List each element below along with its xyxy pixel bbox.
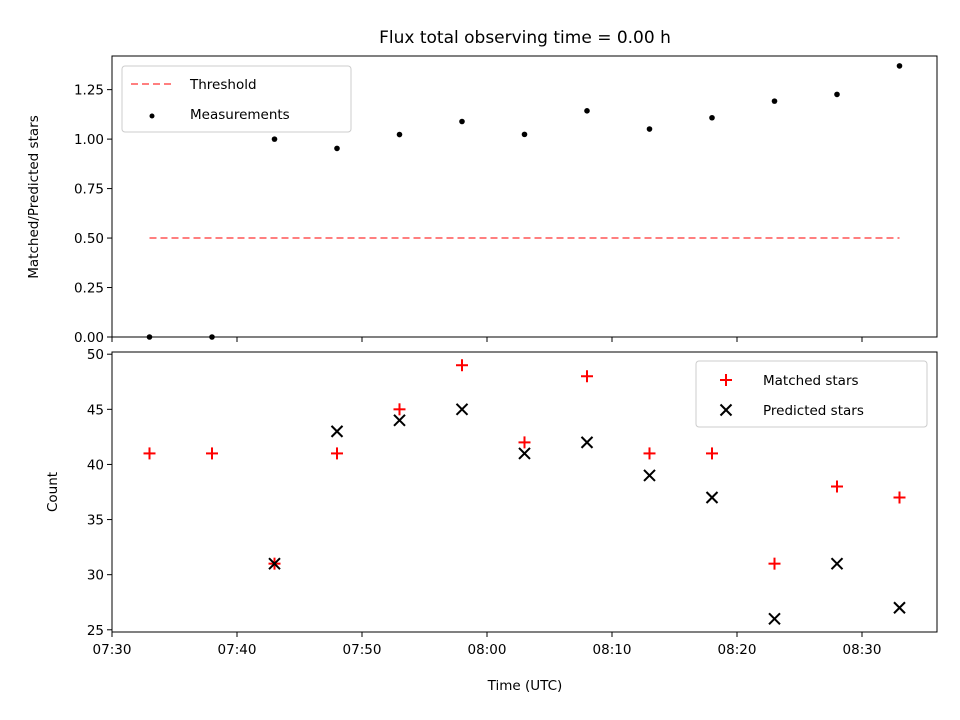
x-axis-label: Time (UTC) xyxy=(487,678,563,694)
legend-threshold-label: Threshold xyxy=(189,77,257,93)
predicted-star-point xyxy=(455,403,469,416)
predicted-star-point xyxy=(330,425,344,438)
top-y-axis-label: Matched/Predicted stars xyxy=(26,115,42,278)
bottom-y-tick-label: 40 xyxy=(87,457,104,473)
top-y-tick-label: 0.75 xyxy=(74,182,104,198)
bottom-y-tick-label: 30 xyxy=(87,568,104,584)
bottom-legend-box xyxy=(695,360,928,428)
chart-title: Flux total observing time = 0.00 h xyxy=(379,28,671,48)
bottom-x-tick-label: 07:50 xyxy=(343,642,382,658)
top-legend: Threshold Measurements xyxy=(121,65,352,133)
predicted-star-point-b xyxy=(768,612,781,625)
top-y-tick-label: 0.50 xyxy=(74,231,104,247)
bottom-y-tick-label: 45 xyxy=(87,402,104,418)
matched-star-point xyxy=(831,480,843,493)
bottom-axes-frame xyxy=(111,351,938,633)
measurement-point xyxy=(646,126,653,132)
top-y-tick-label: 1.25 xyxy=(74,83,104,99)
predicted-star-point-b xyxy=(330,425,344,438)
legend-measurements-label: Measurements xyxy=(190,107,290,123)
bottom-x-tick-label: 08:00 xyxy=(468,642,507,658)
legend-predicted-marker xyxy=(719,403,733,417)
measurement-point xyxy=(521,131,528,138)
bottom-x-tick-label: 07:40 xyxy=(218,642,257,658)
matched-star-point xyxy=(643,447,656,460)
bottom-x-tick-label: 08:30 xyxy=(843,642,882,658)
measurement-point xyxy=(396,131,403,138)
predicted-star-point xyxy=(268,557,281,570)
top-axes-content: 0.00 0.25 0.50 0.75 1.00 1.25 xyxy=(74,63,903,346)
matched-star-point xyxy=(706,447,718,460)
legend-matched-marker xyxy=(720,374,732,386)
bottom-y-axis-label: Count xyxy=(45,472,61,512)
predicted-star-point-b xyxy=(518,447,531,460)
matched-star-point xyxy=(456,359,468,372)
predicted-star-point xyxy=(518,447,531,460)
measurement-point xyxy=(459,118,465,125)
top-panel: Flux total observing time = 0.00 h Match… xyxy=(26,28,938,346)
legend-matched-label: Matched stars xyxy=(763,373,859,389)
bottom-y-tick-label: 35 xyxy=(87,513,104,529)
measurement-point xyxy=(896,63,903,69)
bottom-y-tick-label: 25 xyxy=(87,623,104,639)
predicted-star-point xyxy=(643,469,656,482)
predicted-star-point xyxy=(830,557,844,570)
bottom-x-tick-label: 08:10 xyxy=(593,642,632,658)
predicted-star-point-b xyxy=(580,436,594,449)
top-y-tick-label: 0.00 xyxy=(74,330,104,346)
top-y-tick-label: 0.25 xyxy=(74,281,104,297)
predicted-star-point-b xyxy=(455,403,469,416)
top-axes-frame xyxy=(111,55,938,338)
measurement-point xyxy=(709,114,715,121)
bottom-x-tick-label: 08:20 xyxy=(718,642,757,658)
legend-predicted-label: Predicted stars xyxy=(763,403,864,419)
legend-measurements-swatch xyxy=(149,113,155,119)
predicted-star-point-b xyxy=(893,601,906,614)
predicted-star-point-b xyxy=(643,469,656,482)
predicted-star-point xyxy=(893,601,906,614)
top-legend-box xyxy=(121,65,352,133)
matched-star-point xyxy=(518,436,531,449)
matched-star-point xyxy=(206,447,218,460)
matched-star-point xyxy=(393,403,406,416)
matched-star-point xyxy=(143,447,156,460)
measurement-point xyxy=(834,91,840,98)
predicted-star-point-b xyxy=(705,491,719,504)
matched-star-point xyxy=(581,370,593,383)
legend-predicted-swatch xyxy=(719,403,733,417)
predicted-star-point-b xyxy=(830,557,844,570)
predicted-star-point xyxy=(705,491,719,504)
top-y-tick-label: 1.00 xyxy=(74,132,104,148)
matched-star-point xyxy=(893,491,906,504)
bottom-x-tick-label: 07:30 xyxy=(93,642,132,658)
bottom-panel: Count Time (UTC) 25 30 35 40 45 50 07:30 07:40 0… xyxy=(45,347,938,694)
legend-matched-swatch xyxy=(720,374,732,386)
measurement-point xyxy=(271,136,278,142)
measurement-point xyxy=(584,108,590,114)
predicted-star-point-b xyxy=(393,414,406,427)
predicted-star-point xyxy=(768,612,781,625)
measurement-point xyxy=(334,145,340,152)
predicted-star-point xyxy=(393,414,406,427)
bottom-legend: Matched stars Predicted stars xyxy=(695,360,928,428)
matched-star-point xyxy=(768,557,781,570)
bottom-axes-content: 25 30 35 40 45 50 07:30 07:40 07:50 08:00 08:10 08:… xyxy=(87,347,906,658)
predicted-star-point-b xyxy=(268,557,281,570)
bottom-y-tick-label: 50 xyxy=(87,347,104,363)
measurement-point xyxy=(771,98,778,104)
matched-star-point xyxy=(331,447,343,460)
legend-predicted-marker-b xyxy=(719,403,733,417)
predicted-star-point xyxy=(580,436,594,449)
